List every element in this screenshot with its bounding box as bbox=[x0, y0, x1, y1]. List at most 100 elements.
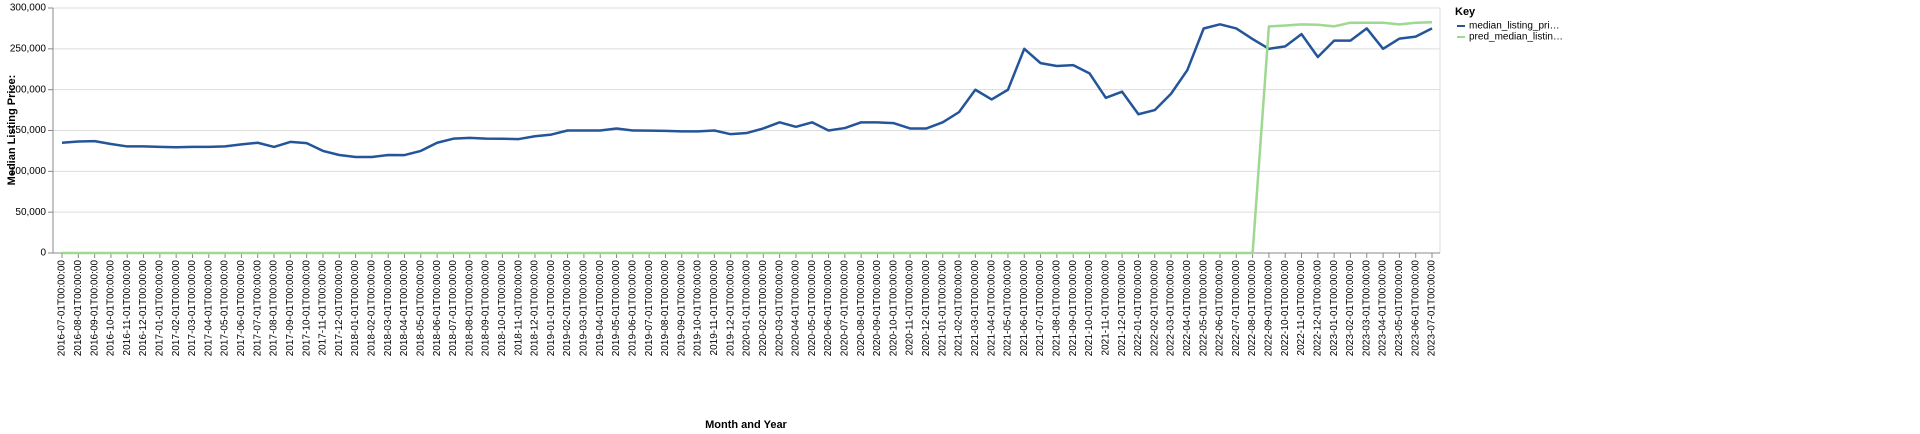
x-tick-label: 2017-03-01T00:00:00 bbox=[187, 260, 198, 357]
x-tick-label: 2018-04-01T00:00:00 bbox=[399, 260, 410, 357]
x-tick-label: 2023-06-01T00:00:00 bbox=[1410, 260, 1421, 357]
x-tick-label: 2022-11-01T00:00:00 bbox=[1296, 260, 1307, 356]
x-tick-label: 2017-02-01T00:00:00 bbox=[171, 260, 182, 357]
x-tick-label: 2022-12-01T00:00:00 bbox=[1312, 260, 1323, 357]
x-tick-label: 2017-12-01T00:00:00 bbox=[334, 260, 345, 357]
x-tick-label: 2017-10-01T00:00:00 bbox=[301, 260, 312, 357]
x-tick-label: 2017-07-01T00:00:00 bbox=[252, 260, 263, 357]
x-tick-label: 2022-06-01T00:00:00 bbox=[1215, 260, 1226, 357]
x-tick-label: 2016-09-01T00:00:00 bbox=[89, 260, 100, 357]
x-tick-label: 2016-11-01T00:00:00 bbox=[122, 260, 133, 356]
x-axis-title: Month and Year bbox=[705, 419, 787, 431]
x-tick-label: 2021-05-01T00:00:00 bbox=[1003, 260, 1014, 357]
x-tick-label: 2021-12-01T00:00:00 bbox=[1117, 260, 1128, 357]
x-tick-label: 2016-10-01T00:00:00 bbox=[106, 260, 117, 357]
x-tick-label: 2019-05-01T00:00:00 bbox=[611, 260, 622, 357]
x-tick-label: 2018-11-01T00:00:00 bbox=[513, 260, 524, 356]
x-tick-label: 2017-05-01T00:00:00 bbox=[220, 260, 231, 357]
x-tick-label: 2017-09-01T00:00:00 bbox=[285, 260, 296, 357]
x-tick-label: 2023-02-01T00:00:00 bbox=[1345, 260, 1356, 357]
x-tick-label: 2022-10-01T00:00:00 bbox=[1280, 260, 1291, 357]
y-tick-label: 0 bbox=[40, 248, 46, 259]
x-tick-label: 2018-03-01T00:00:00 bbox=[383, 260, 394, 357]
x-tick-label: 2022-09-01T00:00:00 bbox=[1264, 260, 1275, 357]
x-tick-label: 2018-10-01T00:00:00 bbox=[497, 260, 508, 357]
x-tick-label: 2018-12-01T00:00:00 bbox=[530, 260, 541, 357]
x-tick-label: 2019-11-01T00:00:00 bbox=[709, 260, 720, 356]
x-tick-label: 2021-06-01T00:00:00 bbox=[1019, 260, 1030, 357]
x-tick-label: 2021-01-01T00:00:00 bbox=[937, 260, 948, 357]
x-tick-label: 2021-04-01T00:00:00 bbox=[986, 260, 997, 357]
x-tick-label: 2019-03-01T00:00:00 bbox=[579, 260, 590, 357]
x-tick-label: 2021-07-01T00:00:00 bbox=[1035, 260, 1046, 357]
x-tick-label: 2020-01-01T00:00:00 bbox=[742, 260, 753, 357]
x-tick-label: 2016-08-01T00:00:00 bbox=[73, 260, 84, 357]
x-tick-label: 2018-06-01T00:00:00 bbox=[432, 260, 443, 357]
x-tick-label: 2019-12-01T00:00:00 bbox=[725, 260, 736, 357]
x-tick-label: 2017-01-01T00:00:00 bbox=[154, 260, 165, 357]
y-tick-label: 200,000 bbox=[10, 84, 47, 95]
x-tick-label: 2018-07-01T00:00:00 bbox=[448, 260, 459, 357]
x-tick-label: 2020-06-01T00:00:00 bbox=[823, 260, 834, 357]
x-tick-label: 2019-07-01T00:00:00 bbox=[644, 260, 655, 357]
x-tick-label: 2021-02-01T00:00:00 bbox=[954, 260, 965, 357]
y-tick-label: 150,000 bbox=[10, 125, 47, 136]
series-line bbox=[61, 23, 1433, 159]
legend-title: Key bbox=[1455, 6, 1476, 18]
y-tick-label: 100,000 bbox=[10, 166, 47, 177]
x-tick-label: 2018-08-01T00:00:00 bbox=[464, 260, 475, 357]
x-tick-label: 2020-03-01T00:00:00 bbox=[774, 260, 785, 357]
x-tick-label: 2020-04-01T00:00:00 bbox=[791, 260, 802, 357]
x-tick-label: 2023-07-01T00:00:00 bbox=[1427, 260, 1438, 357]
x-tick-label: 2019-08-01T00:00:00 bbox=[660, 260, 671, 357]
y-tick-label: 50,000 bbox=[15, 207, 46, 218]
x-tick-label: 2022-05-01T00:00:00 bbox=[1198, 260, 1209, 357]
x-tick-label: 2022-03-01T00:00:00 bbox=[1166, 260, 1177, 357]
x-tick-label: 2020-10-01T00:00:00 bbox=[888, 260, 899, 357]
x-tick-label: 2020-11-01T00:00:00 bbox=[905, 260, 916, 356]
x-tick-label: 2022-08-01T00:00:00 bbox=[1247, 260, 1258, 357]
x-tick-label: 2016-07-01T00:00:00 bbox=[57, 260, 68, 357]
x-tick-label: 2017-06-01T00:00:00 bbox=[236, 260, 247, 357]
x-tick-label: 2020-08-01T00:00:00 bbox=[856, 260, 867, 357]
series-line bbox=[62, 21, 1433, 255]
x-tick-label: 2022-02-01T00:00:00 bbox=[1149, 260, 1160, 357]
x-tick-label: 2022-04-01T00:00:00 bbox=[1182, 260, 1193, 357]
x-tick-label: 2021-10-01T00:00:00 bbox=[1084, 260, 1095, 357]
x-tick-label: 2019-04-01T00:00:00 bbox=[595, 260, 606, 357]
x-tick-label: 2020-12-01T00:00:00 bbox=[921, 260, 932, 357]
x-tick-label: 2021-03-01T00:00:00 bbox=[970, 260, 981, 357]
x-tick-label: 2021-11-01T00:00:00 bbox=[1100, 260, 1111, 356]
x-tick-label: 2017-11-01T00:00:00 bbox=[318, 260, 329, 356]
y-tick-label: 250,000 bbox=[10, 43, 47, 54]
legend-label: median_listing_pri… bbox=[1469, 21, 1560, 32]
x-tick-label: 2019-06-01T00:00:00 bbox=[627, 260, 638, 357]
x-tick-label: 2018-05-01T00:00:00 bbox=[415, 260, 426, 357]
x-tick-label: 2017-08-01T00:00:00 bbox=[269, 260, 280, 357]
x-tick-label: 2023-03-01T00:00:00 bbox=[1361, 260, 1372, 357]
x-tick-label: 2020-09-01T00:00:00 bbox=[872, 260, 883, 357]
x-tick-label: 2017-04-01T00:00:00 bbox=[203, 260, 214, 357]
x-tick-label: 2019-02-01T00:00:00 bbox=[562, 260, 573, 357]
x-tick-label: 2018-09-01T00:00:00 bbox=[481, 260, 492, 357]
x-tick-label: 2022-07-01T00:00:00 bbox=[1231, 260, 1242, 357]
x-tick-label: 2019-09-01T00:00:00 bbox=[676, 260, 687, 357]
legend-label: pred_median_listin… bbox=[1469, 32, 1563, 43]
x-tick-label: 2021-08-01T00:00:00 bbox=[1052, 260, 1063, 357]
x-tick-label: 2021-09-01T00:00:00 bbox=[1068, 260, 1079, 357]
x-tick-label: 2018-01-01T00:00:00 bbox=[350, 260, 361, 357]
x-tick-label: 2020-02-01T00:00:00 bbox=[758, 260, 769, 357]
x-tick-label: 2023-04-01T00:00:00 bbox=[1378, 260, 1389, 357]
x-tick-label: 2023-01-01T00:00:00 bbox=[1329, 260, 1340, 357]
x-tick-label: 2020-07-01T00:00:00 bbox=[839, 260, 850, 357]
x-tick-label: 2016-12-01T00:00:00 bbox=[138, 260, 149, 357]
x-tick-label: 2022-01-01T00:00:00 bbox=[1133, 260, 1144, 357]
y-axis-title: Median Listing Price: bbox=[6, 75, 18, 186]
y-tick-label: 300,000 bbox=[10, 3, 47, 14]
x-tick-label: 2023-05-01T00:00:00 bbox=[1394, 260, 1405, 357]
x-tick-label: 2019-10-01T00:00:00 bbox=[693, 260, 704, 357]
x-tick-label: 2019-01-01T00:00:00 bbox=[546, 260, 557, 357]
x-tick-label: 2020-05-01T00:00:00 bbox=[807, 260, 818, 357]
x-tick-label: 2018-02-01T00:00:00 bbox=[367, 260, 378, 357]
